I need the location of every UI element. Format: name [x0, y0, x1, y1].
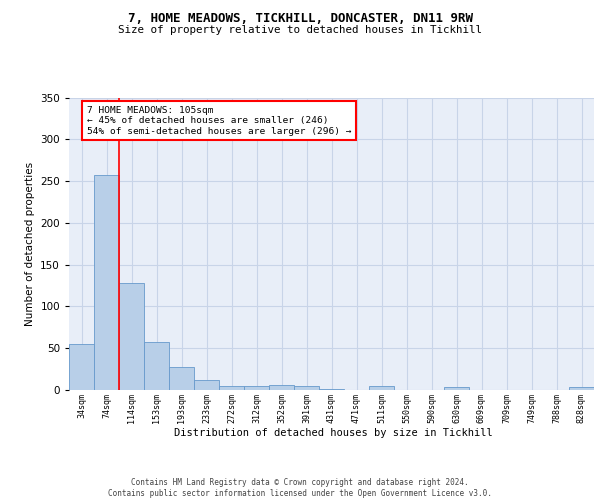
Bar: [444, 388, 469, 390]
Text: 7, HOME MEADOWS, TICKHILL, DONCASTER, DN11 9RW: 7, HOME MEADOWS, TICKHILL, DONCASTER, DN…: [128, 12, 473, 26]
Y-axis label: Number of detached properties: Number of detached properties: [25, 162, 35, 326]
Bar: [69, 344, 94, 390]
Bar: [194, 380, 219, 390]
Bar: [244, 386, 269, 390]
Bar: [119, 283, 144, 390]
Text: Contains HM Land Registry data © Crown copyright and database right 2024.
Contai: Contains HM Land Registry data © Crown c…: [108, 478, 492, 498]
Bar: [94, 175, 119, 390]
Bar: [269, 385, 294, 390]
Bar: [369, 386, 394, 390]
Bar: [569, 388, 594, 390]
Bar: [319, 389, 344, 390]
Text: Distribution of detached houses by size in Tickhill: Distribution of detached houses by size …: [173, 428, 493, 438]
Bar: [169, 366, 194, 390]
Text: 7 HOME MEADOWS: 105sqm
← 45% of detached houses are smaller (246)
54% of semi-de: 7 HOME MEADOWS: 105sqm ← 45% of detached…: [87, 106, 352, 136]
Bar: [294, 386, 319, 390]
Text: Size of property relative to detached houses in Tickhill: Size of property relative to detached ho…: [118, 25, 482, 35]
Bar: [219, 386, 244, 390]
Bar: [144, 342, 169, 390]
